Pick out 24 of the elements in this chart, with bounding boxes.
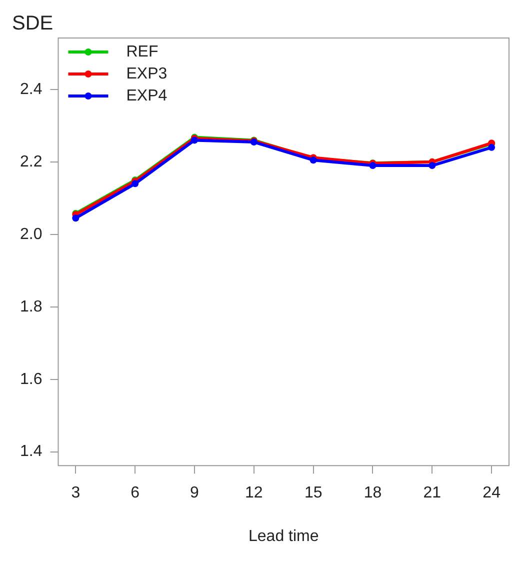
- x-tick-label: 3: [71, 484, 80, 502]
- x-tick-label: 9: [190, 484, 200, 502]
- y-tick-label: 1.8: [20, 298, 42, 316]
- legend-label: REF: [126, 43, 158, 60]
- y-tick-label: 2.4: [20, 80, 42, 98]
- point: [132, 180, 139, 188]
- x-tick-label: 24: [482, 484, 501, 502]
- x-tick-label: 12: [245, 484, 263, 502]
- x-axis-title: Lead time: [248, 528, 319, 545]
- x-tick-label: 6: [130, 484, 140, 502]
- point: [72, 214, 80, 222]
- x-tick-label: 15: [304, 484, 322, 502]
- chart-title: SDE: [12, 12, 54, 35]
- legend-label: EXP4: [126, 87, 168, 104]
- legend-label: EXP3: [126, 65, 168, 82]
- x-tick-label: 21: [423, 484, 442, 502]
- y-tick-label: 1.4: [20, 443, 42, 460]
- point: [488, 144, 496, 151]
- x-tick-label: 18: [364, 484, 382, 502]
- point: [369, 162, 376, 170]
- y-tick-label: 2.0: [20, 226, 42, 243]
- y-tick-label: 1.6: [20, 370, 42, 388]
- y-tick-label: 2.2: [20, 153, 42, 170]
- point: [428, 162, 436, 170]
